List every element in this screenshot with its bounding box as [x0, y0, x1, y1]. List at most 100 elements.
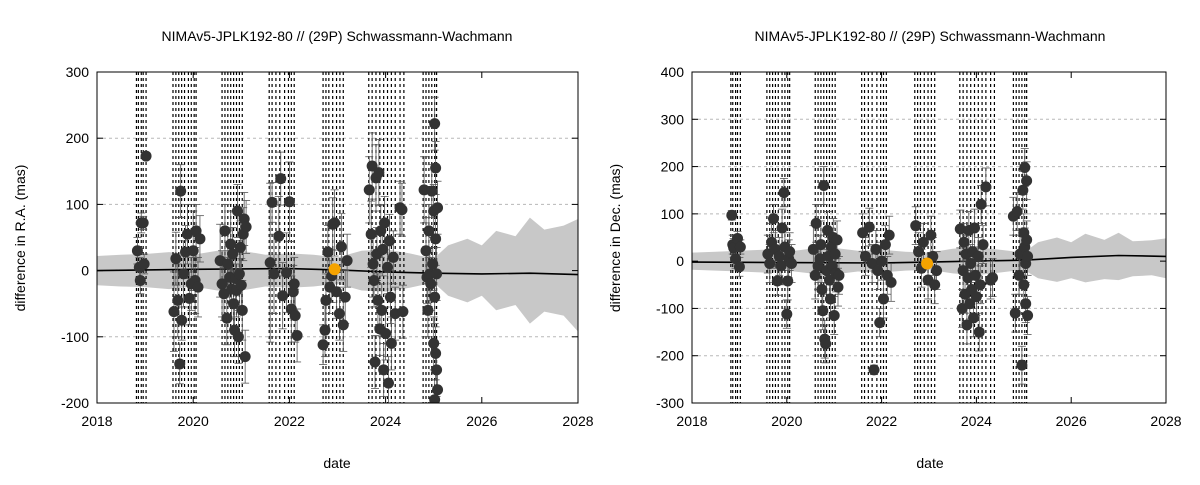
- x-tick-label: 2026: [1056, 413, 1087, 429]
- y-tick-label: 0: [676, 253, 684, 269]
- y-tick-label: -100: [61, 329, 89, 345]
- data-point: [885, 276, 897, 288]
- data-point: [426, 185, 438, 197]
- data-point: [231, 205, 243, 217]
- data-point: [964, 298, 976, 310]
- chart-panel-ra: NIMAv5-JPLK192-80 // (29P) Schwassmann-W…: [12, 28, 594, 471]
- data-point: [863, 221, 875, 233]
- data-point: [425, 278, 437, 290]
- data-point: [378, 364, 390, 376]
- data-point: [329, 217, 341, 229]
- data-point: [786, 258, 798, 270]
- data-point: [383, 235, 395, 247]
- data-point: [1022, 310, 1034, 322]
- data-point: [768, 213, 780, 225]
- data-point: [219, 225, 231, 237]
- data-point: [733, 261, 745, 273]
- data-point: [781, 308, 793, 320]
- chart-title: NIMAv5-JPLK192-80 // (29P) Schwassmann-W…: [162, 28, 513, 44]
- data-point: [820, 338, 832, 350]
- data-point: [782, 275, 794, 287]
- data-point: [168, 306, 180, 318]
- data-point: [764, 258, 776, 270]
- data-point: [275, 173, 287, 185]
- y-axis-label: difference in Dec. (mas): [607, 164, 623, 312]
- data-point: [428, 337, 440, 349]
- x-axis-label: date: [916, 455, 943, 471]
- plot-area: [692, 72, 1166, 403]
- data-point: [969, 269, 981, 281]
- data-point: [379, 217, 391, 229]
- data-point: [778, 187, 790, 199]
- data-point: [431, 268, 443, 280]
- data-point: [228, 298, 240, 310]
- y-tick-label: 400: [661, 64, 685, 80]
- y-tick-label: 300: [66, 64, 90, 80]
- data-point: [965, 258, 977, 270]
- data-point: [339, 291, 351, 303]
- y-tick-label: -200: [656, 348, 684, 364]
- data-point: [266, 196, 278, 208]
- data-point: [423, 225, 435, 237]
- data-point: [958, 236, 970, 248]
- data-point: [1016, 359, 1028, 371]
- y-tick-label: 200: [661, 159, 685, 175]
- data-point: [170, 253, 182, 265]
- data-point: [818, 179, 830, 191]
- data-point: [178, 268, 190, 280]
- data-point: [816, 284, 828, 296]
- data-point: [277, 290, 289, 302]
- data-point: [422, 304, 434, 316]
- data-point: [828, 310, 840, 322]
- data-point: [1021, 175, 1033, 187]
- data-point: [175, 185, 187, 197]
- data-point: [233, 268, 245, 280]
- data-point: [832, 281, 844, 293]
- data-point: [131, 245, 143, 257]
- data-point: [829, 248, 841, 260]
- data-point: [372, 294, 384, 306]
- data-point: [734, 241, 746, 253]
- data-point: [824, 293, 836, 305]
- y-tick-label: 0: [81, 263, 89, 279]
- y-tick-label: 200: [66, 130, 90, 146]
- data-point: [264, 257, 276, 269]
- data-point: [187, 245, 199, 257]
- data-point: [333, 308, 345, 320]
- data-point: [1009, 307, 1021, 319]
- x-tick-label: 2018: [676, 413, 707, 429]
- x-tick-label: 2022: [866, 413, 897, 429]
- chart-title: NIMAv5-JPLK192-80 // (29P) Schwassmann-W…: [755, 28, 1106, 44]
- data-point: [382, 261, 394, 273]
- x-axis-label: date: [323, 455, 350, 471]
- plot-frame: [691, 71, 1167, 404]
- data-point: [975, 198, 987, 210]
- data-point: [341, 255, 353, 267]
- data-point: [872, 265, 884, 277]
- data-point: [227, 248, 239, 260]
- data-point: [870, 243, 882, 255]
- data-point: [817, 305, 829, 317]
- data-point: [987, 272, 999, 284]
- data-point: [384, 291, 396, 303]
- x-tick-label: 2020: [771, 413, 802, 429]
- data-point: [431, 364, 443, 376]
- data-point: [273, 230, 285, 242]
- data-point: [235, 279, 247, 291]
- data-point: [815, 239, 827, 251]
- y-tick-label: -300: [656, 395, 684, 411]
- data-point: [232, 331, 244, 343]
- data-point: [221, 312, 233, 324]
- data-point: [420, 245, 432, 257]
- data-point: [874, 317, 886, 329]
- y-tick-label: 300: [661, 111, 685, 127]
- data-point: [814, 253, 826, 265]
- data-point: [222, 258, 234, 270]
- data-point: [430, 347, 442, 359]
- y-axis-label: difference in R.A. (mas): [12, 165, 28, 312]
- data-point: [1019, 162, 1031, 174]
- data-point: [234, 241, 246, 253]
- data-point: [268, 268, 280, 280]
